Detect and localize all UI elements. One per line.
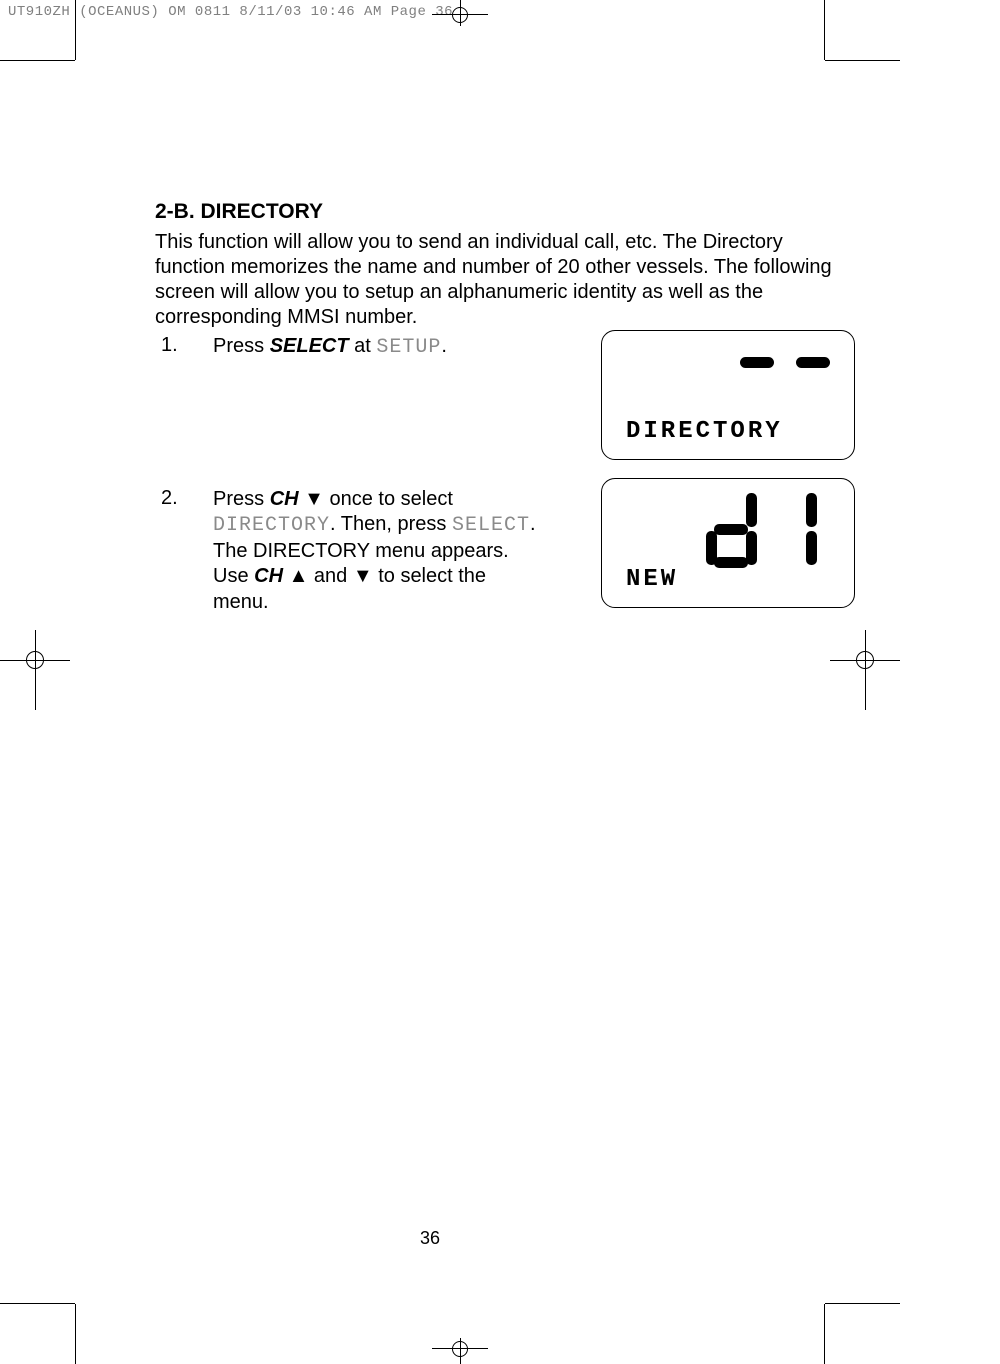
- step-text: Press SELECT at SETUP.: [213, 334, 447, 361]
- key-select: SELECT: [270, 335, 349, 357]
- section-intro: This function will allow you to send an …: [155, 230, 835, 330]
- step-text: Press CH ▼ once to select DIRECTORY. The…: [213, 487, 536, 616]
- section-title: 2-B. DIRECTORY: [155, 200, 835, 224]
- text: Press: [213, 335, 270, 357]
- crop-mark: [825, 60, 900, 61]
- dash-icon: [796, 357, 830, 368]
- step-number: 2.: [155, 487, 185, 510]
- step-number: 1.: [155, 334, 185, 357]
- crop-mark: [75, 1304, 76, 1364]
- lcd-text-select: SELECT: [452, 514, 530, 537]
- dash-icon: [740, 357, 774, 368]
- text: at: [349, 335, 377, 357]
- key-ch: CH: [254, 565, 283, 587]
- lcd-text-setup: SETUP: [376, 336, 441, 359]
- text: . Then, press: [330, 513, 452, 535]
- lcd-dashes: [740, 357, 830, 368]
- text: The DIRECTORY menu appears.: [213, 540, 509, 562]
- lcd-screen-new: NEW: [601, 478, 855, 608]
- crop-mark: [824, 0, 825, 60]
- text: Use: [213, 565, 254, 587]
- registration-mark: [15, 640, 55, 680]
- key-ch: CH: [270, 488, 299, 510]
- crop-mark: [0, 60, 75, 61]
- text: .: [441, 335, 447, 357]
- registration-mark: [440, 1334, 480, 1364]
- seven-segment-d1: [686, 489, 836, 569]
- text: ▼ once to select: [299, 488, 453, 510]
- lcd-text-directory: DIRECTORY: [213, 514, 330, 537]
- crop-mark: [825, 1303, 900, 1304]
- crop-mark: [75, 0, 76, 60]
- crop-mark: [0, 1303, 75, 1304]
- crop-mark: [824, 1304, 825, 1364]
- page-content: 2-B. DIRECTORY This function will allow …: [155, 200, 835, 616]
- text: ▲ and ▼ to select the: [283, 565, 486, 587]
- registration-mark: [845, 640, 885, 680]
- text: menu.: [213, 591, 269, 613]
- text: .: [530, 513, 536, 535]
- text: Press: [213, 488, 270, 510]
- page-number: 36: [420, 1228, 440, 1249]
- registration-mark: [440, 0, 480, 30]
- lcd-label: NEW: [626, 566, 678, 593]
- lcd-label: DIRECTORY: [626, 418, 783, 445]
- lcd-screen-directory: DIRECTORY: [601, 330, 855, 460]
- prepress-header: UT910ZH (OCEANUS) OM 0811 8/11/03 10:46 …: [0, 0, 453, 24]
